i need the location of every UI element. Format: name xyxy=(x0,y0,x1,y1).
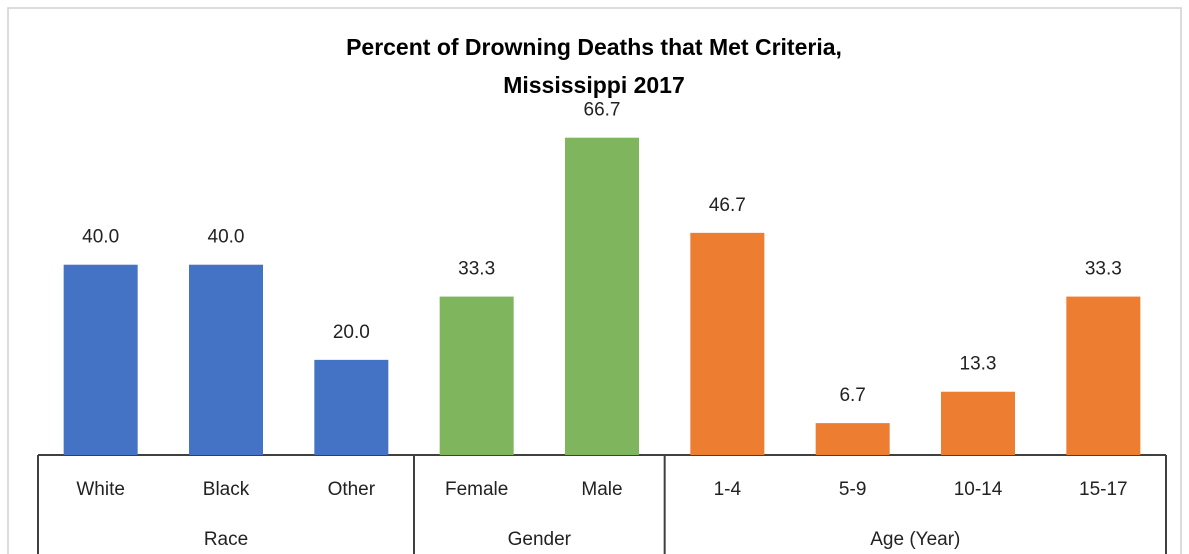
x-tick-label: Female xyxy=(445,479,508,500)
bar xyxy=(690,232,765,455)
bar xyxy=(815,423,890,455)
group-label: Age (Year) xyxy=(870,529,960,550)
x-tick-label: 5-9 xyxy=(839,479,866,500)
bar xyxy=(439,296,514,455)
chart-title: Percent of Drowning Deaths that Met Crit… xyxy=(346,34,842,60)
x-tick-label: Male xyxy=(581,479,622,500)
bar xyxy=(314,359,389,455)
x-tick-label: 10-14 xyxy=(954,479,1003,500)
x-tick-label: Black xyxy=(203,479,250,500)
group-label: Race xyxy=(204,529,248,550)
data-label: 40.0 xyxy=(208,227,245,248)
data-label: 13.3 xyxy=(960,354,997,375)
data-label: 46.7 xyxy=(709,195,746,216)
bar xyxy=(189,264,263,455)
bar xyxy=(941,391,1015,455)
x-tick-label: 15-17 xyxy=(1079,479,1128,500)
x-tick-label: Other xyxy=(328,479,376,500)
bar xyxy=(565,137,639,455)
group-label: Gender xyxy=(508,529,572,550)
bar xyxy=(1066,296,1141,455)
bar xyxy=(63,264,138,455)
data-label: 20.0 xyxy=(333,322,370,343)
x-tick-label: 1-4 xyxy=(714,479,742,500)
data-label: 33.3 xyxy=(458,259,495,280)
data-label: 66.7 xyxy=(584,100,621,121)
chart-title: Mississippi 2017 xyxy=(503,72,685,98)
x-tick-label: White xyxy=(76,479,125,500)
data-label: 33.3 xyxy=(1085,259,1122,280)
data-label: 40.0 xyxy=(82,227,119,248)
data-label: 6.7 xyxy=(839,385,865,406)
